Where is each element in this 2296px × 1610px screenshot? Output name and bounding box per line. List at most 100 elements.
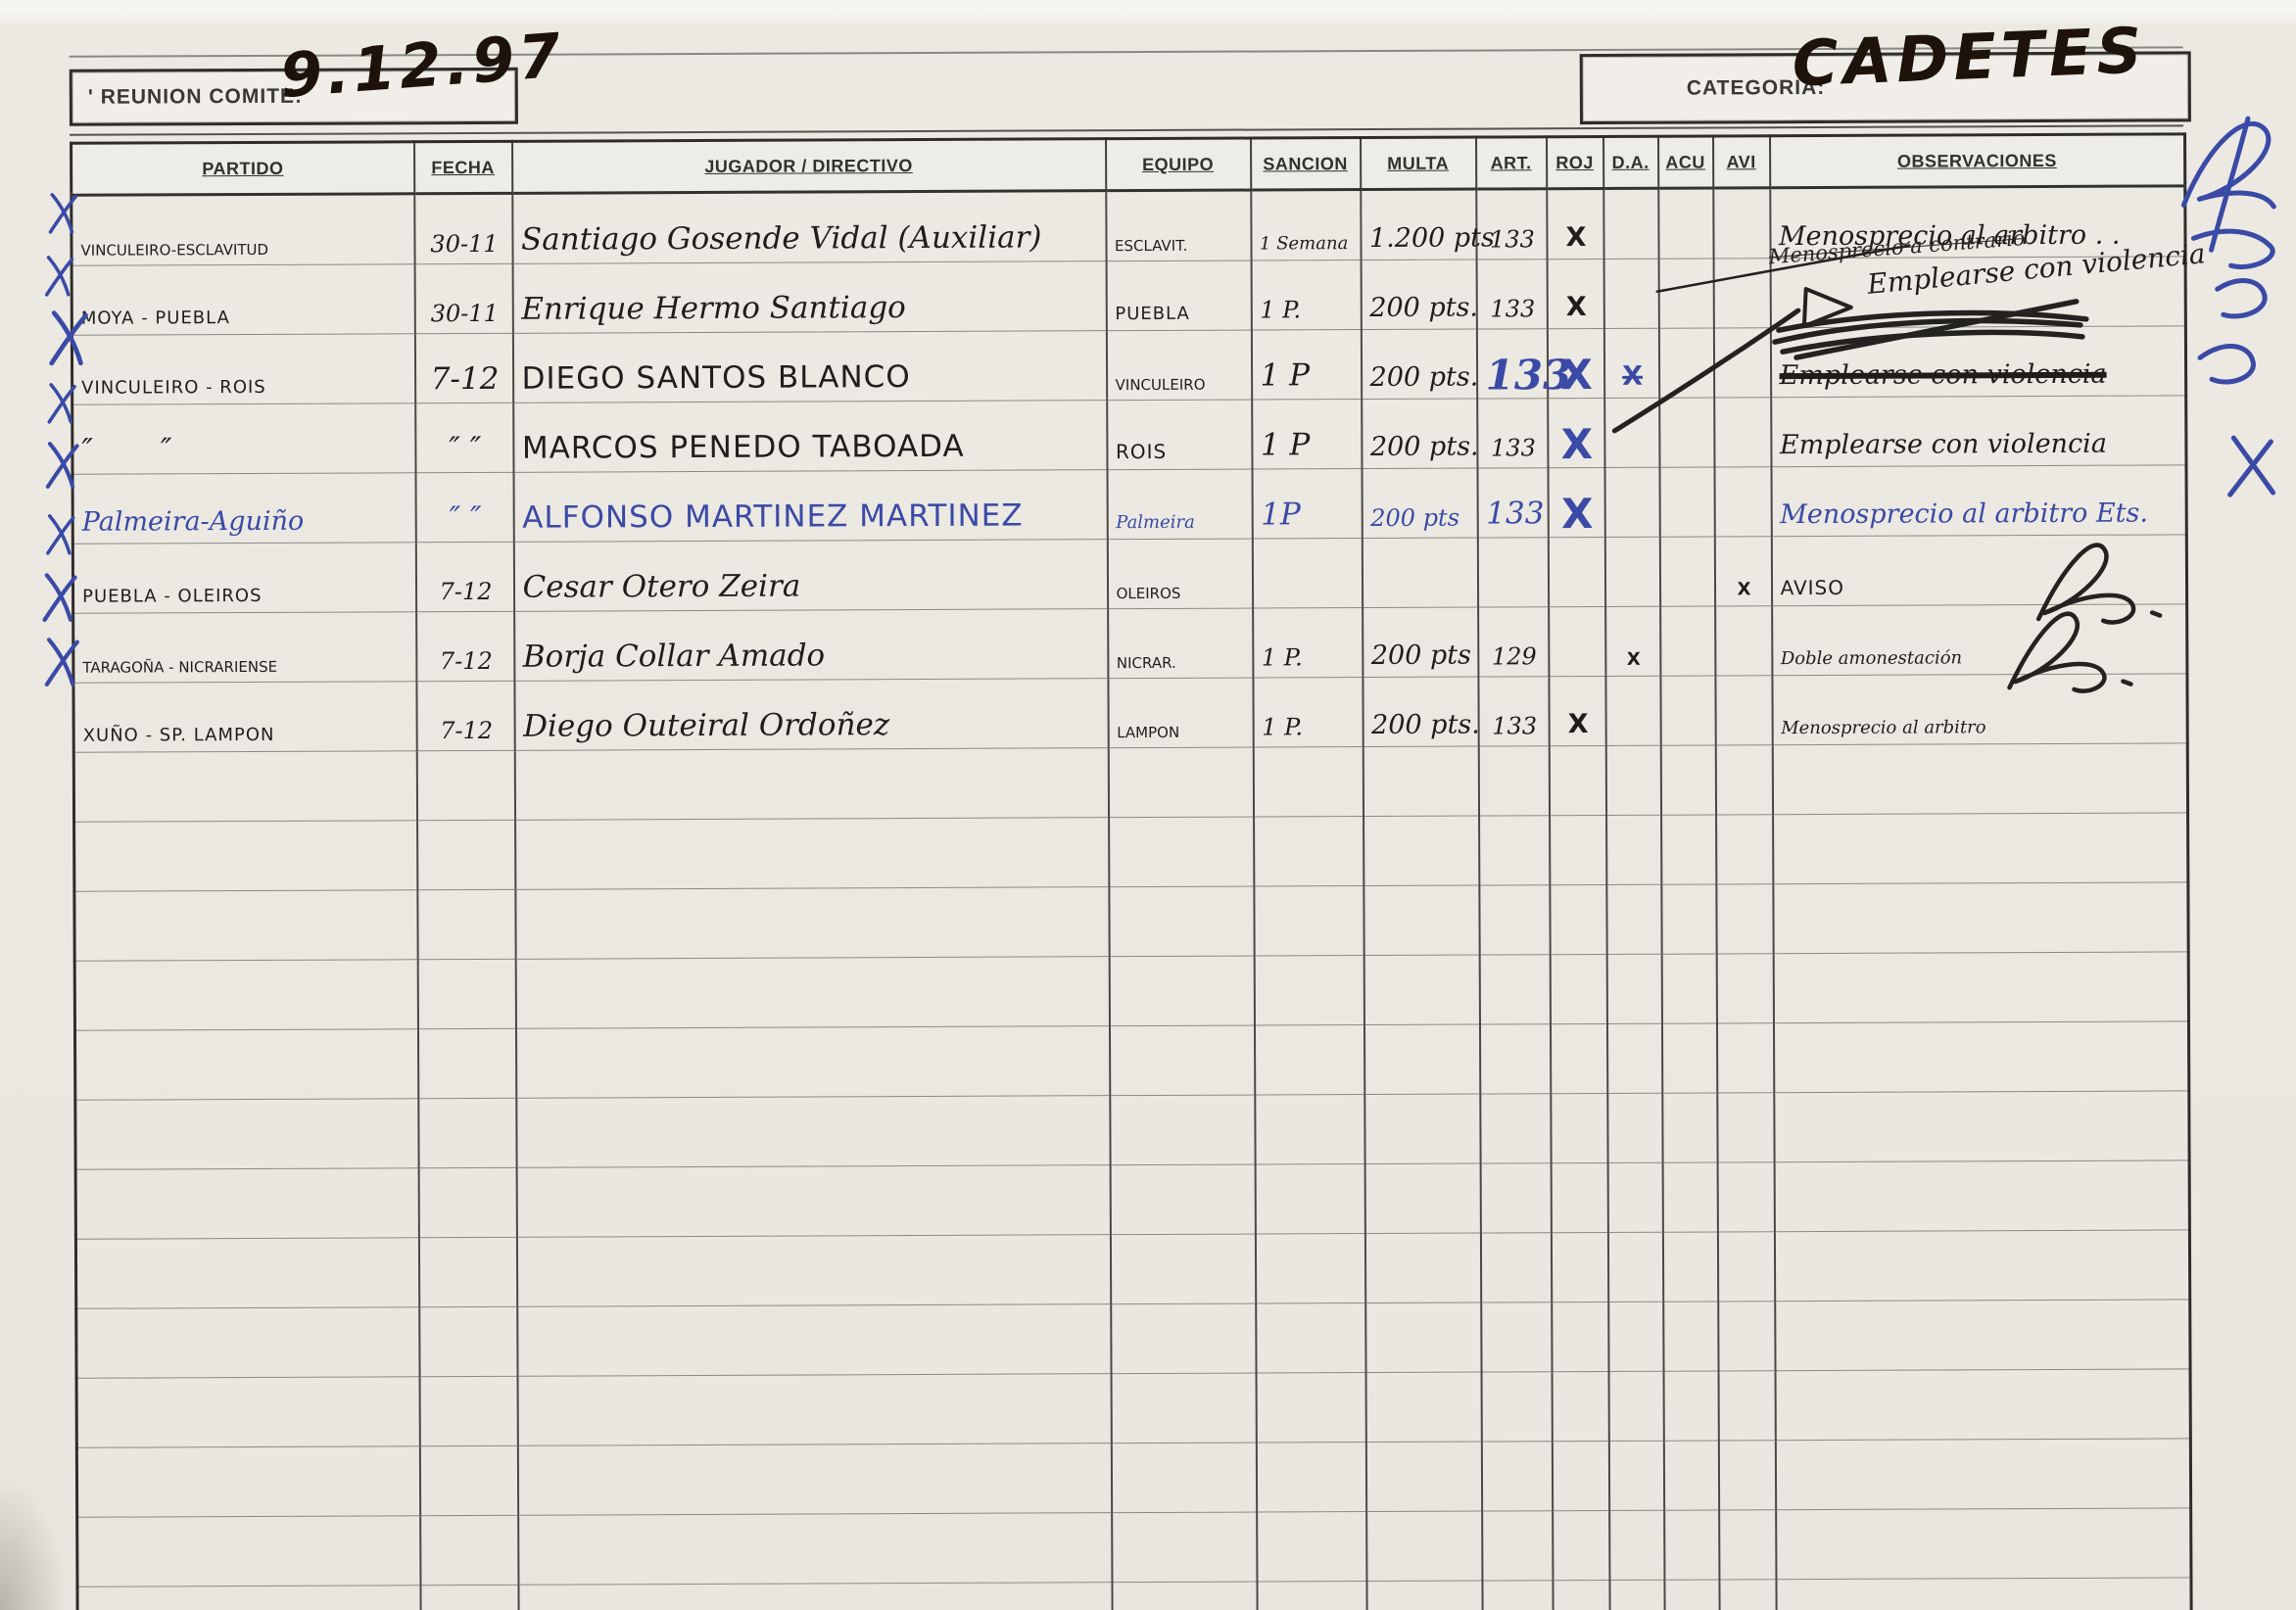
cell-multa: [1364, 1302, 1482, 1373]
cell-art: [1480, 1162, 1552, 1234]
cell-sancion: 1 P.: [1251, 260, 1362, 331]
cell-avi: [1715, 744, 1773, 815]
cell-art: [1478, 884, 1551, 956]
cell-avi: [1716, 1022, 1774, 1093]
cell-jugador: [517, 1582, 1113, 1610]
cell-multa: 200 pts: [1362, 607, 1478, 678]
cell-acu: [1659, 675, 1716, 746]
cell-roj: [1552, 1580, 1610, 1610]
cell-obs: [1772, 742, 2188, 815]
cell-roj: X: [1546, 188, 1604, 260]
cell-acu: [1660, 744, 1716, 816]
cell-partido: [76, 1585, 421, 1610]
table-row: ″ ″ ″ ″ MARCOS PENEDO TABOADA ROIS 1 P 200 pt…: [72, 395, 2186, 475]
cell-sancion: [1254, 1024, 1364, 1096]
cell-avi: [1713, 327, 1771, 398]
cell-roj: [1549, 815, 1606, 885]
cell-da: [1605, 745, 1661, 816]
table-row: [73, 881, 2189, 962]
cell-obs: [1773, 1020, 2189, 1093]
cell-avi: [1718, 1509, 1776, 1580]
cell-obs: Emplearse con violencia: [1770, 325, 2186, 398]
cell-avi: [1717, 1231, 1775, 1302]
cell-multa: [1363, 746, 1479, 817]
cell-equipo: [1109, 1025, 1255, 1096]
cell-avi: [1714, 605, 1772, 676]
cell-obs: [1774, 1160, 2190, 1232]
cell-da: [1608, 1510, 1664, 1581]
cell-obs: Doble amonestación: [1771, 603, 2187, 676]
cell-sancion: [1255, 1302, 1366, 1374]
cell-acu: [1662, 1161, 1718, 1233]
reunion-date-handwritten: 9.12.97: [277, 19, 567, 112]
table-row: TARAGOÑA - NICRARIENSE 7-12 Borja Collar A…: [72, 603, 2187, 684]
cell-equipo: OLEIROS: [1107, 539, 1253, 609]
cell-avi: [1713, 258, 1771, 328]
cell-acu: [1663, 1579, 1720, 1610]
table-row: [74, 951, 2189, 1031]
cell-fecha: [418, 1306, 518, 1377]
cell-equipo: [1108, 886, 1255, 957]
cell-roj: X: [1548, 676, 1606, 746]
cell-jugador: [514, 817, 1109, 890]
cell-partido: ″ ″: [72, 402, 416, 475]
cell-acu: [1661, 1092, 1718, 1163]
cell-jugador: ALFONSO MARTINEZ MARTINEZ: [513, 469, 1108, 543]
cell-jugador: [514, 747, 1109, 821]
cell-multa: [1363, 955, 1480, 1025]
cell-equipo: PUEBLA: [1106, 260, 1252, 331]
cell-equipo: ROIS: [1106, 400, 1253, 470]
cell-multa: [1365, 1511, 1482, 1582]
cell-jugador: [516, 1303, 1112, 1377]
table-row: [74, 1020, 2189, 1101]
cell-partido: [75, 1306, 420, 1379]
cell-fecha: [417, 1028, 516, 1099]
cell-art: 133: [1477, 467, 1549, 539]
cell-multa: [1363, 885, 1480, 956]
cell-multa: [1365, 1442, 1482, 1512]
cell-partido: VINCULEIRO - ROIS: [72, 333, 415, 405]
cell-fecha: [418, 1167, 517, 1238]
col-header-equipo: EQUIPO: [1105, 138, 1251, 191]
table-row: [73, 812, 2188, 892]
cell-sancion: [1252, 538, 1363, 609]
cell-partido: VINCULEIRO-ESCLAVITUD: [71, 193, 415, 266]
col-header-acu: ACU: [1657, 135, 1713, 189]
cell-da: [1606, 1023, 1662, 1094]
cell-avi: [1718, 1579, 1777, 1610]
cell-multa: [1365, 1581, 1483, 1610]
cell-partido: [73, 820, 417, 892]
cell-jugador: Borja Collar Amado: [513, 608, 1108, 682]
table-row: [73, 742, 2188, 823]
cell-fecha: ″ ″: [414, 402, 514, 473]
cell-fecha: 7-12: [415, 681, 515, 751]
cell-da: [1603, 259, 1659, 329]
cell-acu: [1659, 536, 1715, 607]
cell-obs: Emplearse con violencia: [1770, 395, 2186, 467]
cell-acu: [1658, 397, 1714, 468]
cell-partido: [75, 1167, 419, 1240]
cell-equipo: [1109, 1095, 1256, 1165]
cell-fecha: 30-11: [414, 263, 513, 334]
cell-equipo: [1111, 1373, 1257, 1444]
cell-sancion: [1253, 746, 1363, 818]
cell-obs: [1775, 1577, 2192, 1610]
cell-jugador: MARCOS PENEDO TABOADA: [512, 400, 1108, 473]
cell-acu: [1661, 953, 1717, 1024]
cell-avi: [1715, 883, 1774, 954]
cell-equipo: [1108, 747, 1254, 818]
cell-equipo: [1110, 1234, 1256, 1304]
reunion-comite-label: ' REUNION COMITE:: [87, 84, 304, 109]
cell-avi: [1716, 1092, 1775, 1162]
cell-partido: Palmeira-Aguiño: [72, 472, 416, 545]
cell-acu: [1663, 1440, 1719, 1511]
table-row: PUEBLA - OLEIROS 7-12 Cesar Otero Zeira OLE…: [72, 534, 2187, 614]
cell-multa: [1363, 1094, 1481, 1164]
cell-jugador: Santiago Gosende Vidal (Auxiliar): [511, 190, 1107, 264]
cell-avi: [1714, 466, 1772, 537]
cell-fecha: [417, 959, 516, 1029]
cell-sancion: [1255, 1233, 1365, 1304]
cell-jugador: [516, 1164, 1111, 1238]
reunion-comite-box: ' REUNION COMITE: 9.12.97: [69, 20, 567, 126]
